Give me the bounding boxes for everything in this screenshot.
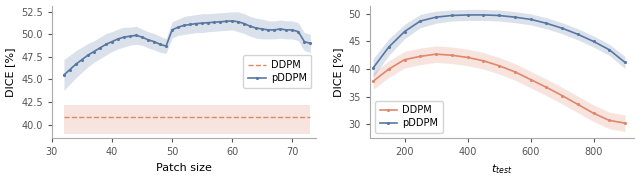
DDPM (432, 53, 440, 55)
pDDPM (271, 29, 278, 31)
pDDPM (511, 16, 518, 18)
pDDPM (96, 47, 104, 49)
pDDPM (156, 43, 164, 45)
DDPM (621, 122, 629, 124)
pDDPM (301, 41, 308, 43)
pDDPM (558, 27, 566, 29)
pDDPM (282, 29, 290, 31)
pDDPM (163, 45, 170, 47)
pDDPM (369, 67, 377, 69)
pDDPM (90, 50, 98, 53)
pDDPM (72, 63, 80, 65)
DDPM (558, 94, 566, 97)
DDPM (527, 78, 534, 81)
Y-axis label: DICE [%]: DICE [%] (333, 47, 343, 97)
DDPM (479, 60, 487, 62)
DDPM (401, 59, 408, 61)
pDDPM (192, 23, 200, 25)
pDDPM (527, 18, 534, 20)
pDDPM (78, 59, 86, 61)
pDDPM (60, 74, 68, 76)
DDPM (385, 68, 393, 70)
pDDPM (246, 25, 254, 27)
Line: DDPM: DDPM (371, 52, 627, 125)
DDPM (464, 56, 472, 59)
pDDPM (495, 14, 503, 17)
pDDPM (84, 54, 92, 56)
pDDPM (621, 61, 629, 64)
pDDPM (216, 21, 224, 23)
pDDPM (605, 49, 613, 51)
pDDPM (144, 39, 152, 41)
DDPM (511, 71, 518, 73)
pDDPM (417, 20, 424, 22)
pDDPM (294, 31, 302, 33)
pDDPM (211, 21, 218, 23)
pDDPM (66, 68, 74, 71)
pDDPM (108, 41, 116, 43)
pDDPM (174, 26, 182, 28)
pDDPM (241, 23, 248, 25)
pDDPM (138, 36, 146, 38)
pDDPM (401, 30, 408, 33)
pDDPM (234, 21, 242, 23)
DDPM (448, 54, 456, 56)
DDPM (495, 65, 503, 67)
pDDPM (150, 41, 158, 43)
DDPM (605, 119, 613, 122)
pDDPM (120, 36, 128, 38)
pDDPM (289, 29, 296, 31)
pDDPM (168, 29, 176, 31)
pDDPM (132, 34, 140, 36)
Line: pDDPM: pDDPM (371, 13, 627, 70)
pDDPM (222, 20, 230, 22)
pDDPM (589, 40, 597, 43)
DDPM (417, 55, 424, 58)
Line: pDDPM: pDDPM (62, 19, 312, 77)
pDDPM (228, 20, 236, 22)
pDDPM (198, 22, 206, 24)
pDDPM (448, 14, 456, 17)
pDDPM (574, 33, 582, 35)
pDDPM (432, 16, 440, 18)
pDDPM (464, 14, 472, 16)
pDDPM (102, 43, 110, 45)
DDPM (589, 112, 597, 114)
DDPM (543, 86, 550, 88)
Legend: DDPM, pDDPM: DDPM, pDDPM (375, 101, 443, 133)
X-axis label: Patch size: Patch size (156, 163, 212, 173)
pDDPM (204, 22, 212, 24)
DDPM (369, 80, 377, 82)
Y-axis label: DICE [%]: DICE [%] (6, 47, 15, 97)
pDDPM (114, 38, 122, 40)
pDDPM (259, 28, 266, 30)
pDDPM (180, 24, 188, 26)
Legend: DDPM, pDDPM: DDPM, pDDPM (243, 56, 312, 88)
pDDPM (385, 46, 393, 48)
pDDPM (479, 14, 487, 16)
pDDPM (264, 29, 272, 31)
pDDPM (126, 35, 134, 37)
pDDPM (543, 22, 550, 24)
pDDPM (276, 28, 284, 30)
X-axis label: $t_{test}$: $t_{test}$ (492, 163, 513, 176)
pDDPM (252, 27, 260, 29)
DDPM (574, 103, 582, 106)
pDDPM (186, 23, 194, 26)
pDDPM (307, 42, 314, 45)
